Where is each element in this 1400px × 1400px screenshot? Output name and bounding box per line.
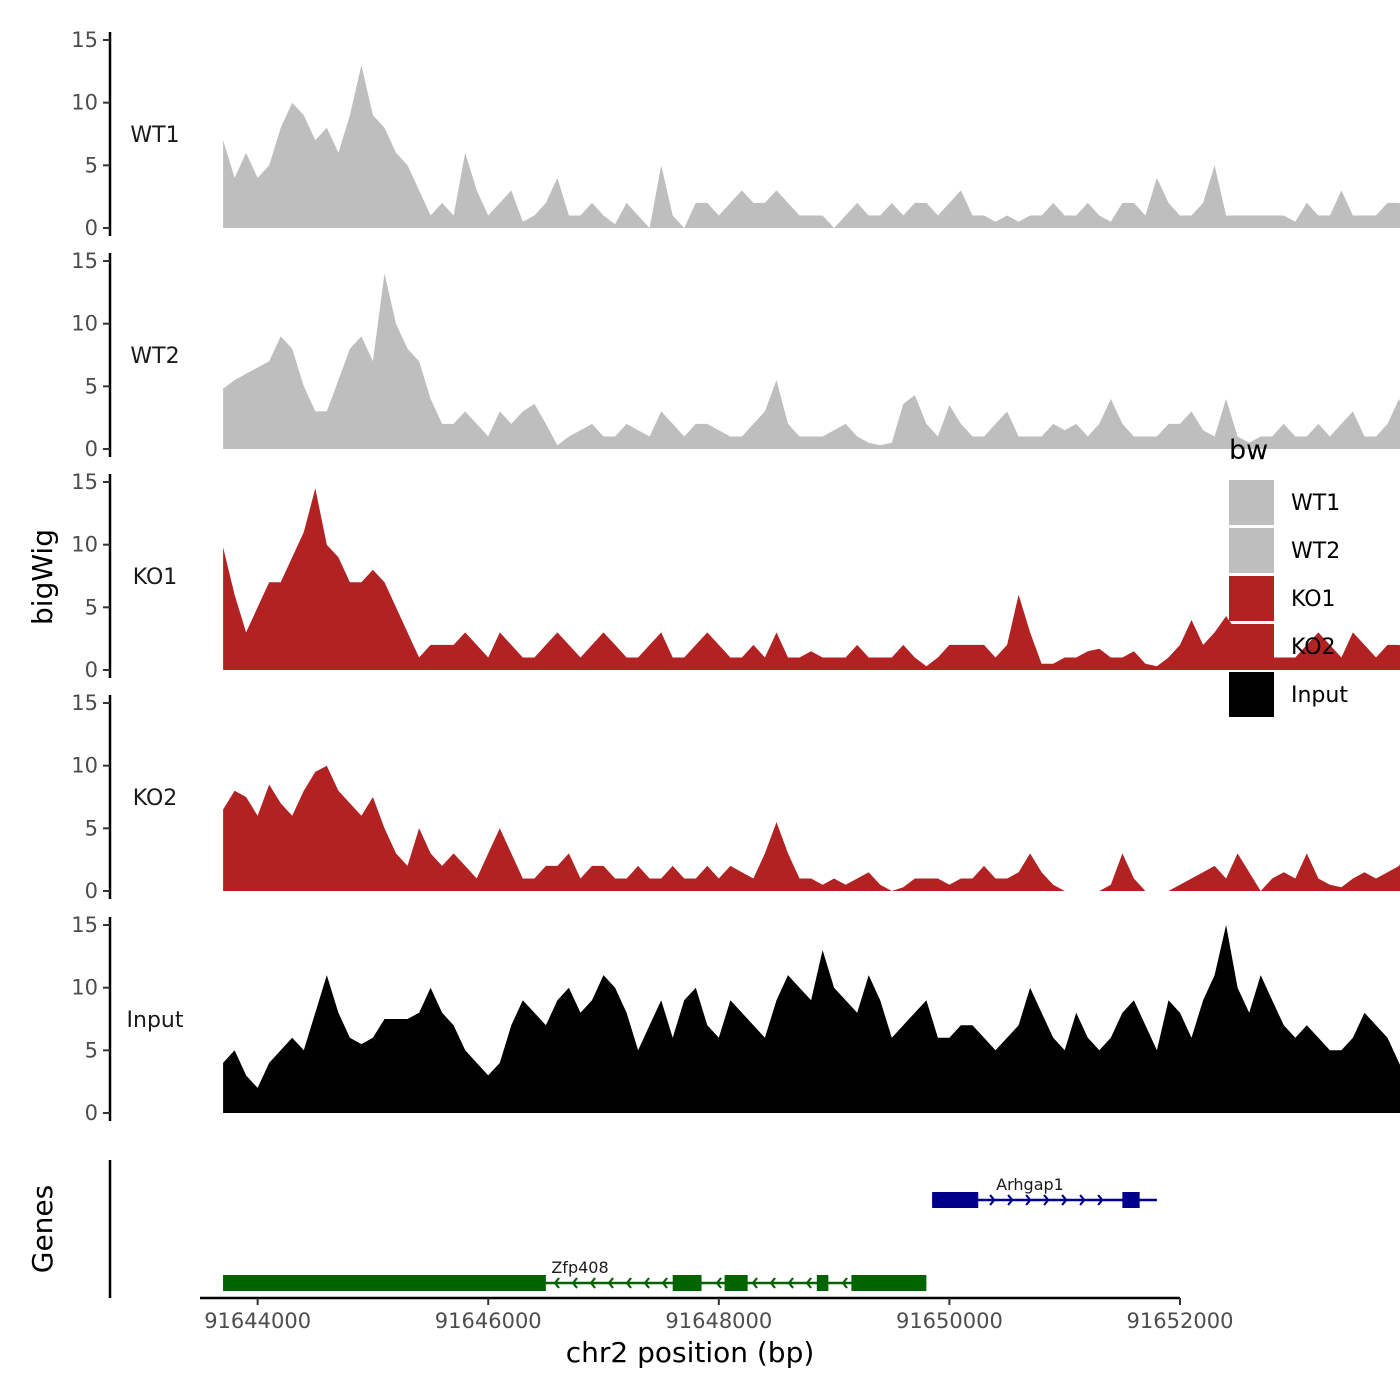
x-tick-label: 91648000 <box>665 1309 772 1333</box>
legend-label: WT1 <box>1291 491 1340 516</box>
track-label: WT1 <box>130 123 179 148</box>
y-tick-label: 10 <box>71 91 98 115</box>
y-tick-label: 10 <box>71 976 98 1000</box>
genes-panel-title: Genes <box>26 1185 59 1273</box>
gene-arhgap1: Arhgap1 <box>932 1175 1157 1208</box>
strand-arrow-icon <box>769 1277 776 1289</box>
x-tick-label: 91652000 <box>1127 1309 1234 1333</box>
y-tick-label: 10 <box>71 533 98 557</box>
strand-arrow-icon <box>589 1277 596 1289</box>
legend-item-wt2: WT2 <box>1229 528 1340 573</box>
track-area-input <box>223 925 1400 1113</box>
y-tick-label: 0 <box>85 658 98 682</box>
strand-arrow-icon <box>643 1277 650 1289</box>
legend-item-ko1: KO1 <box>1229 576 1336 621</box>
y-tick-label: 0 <box>85 879 98 903</box>
y-tick-label: 15 <box>71 913 98 937</box>
y-tick-label: 0 <box>85 437 98 461</box>
strand-arrow-icon <box>1079 1194 1086 1206</box>
legend-item-ko2: KO2 <box>1229 624 1336 669</box>
y-tick-label: 5 <box>85 1038 98 1062</box>
legend-item-input: Input <box>1229 672 1348 717</box>
legend-swatch <box>1229 480 1274 525</box>
strand-arrow-icon <box>571 1277 578 1289</box>
y-axis-title: bigWig <box>26 529 59 625</box>
strand-arrow-icon <box>553 1277 560 1289</box>
track-input: 0 5 10 15 Input <box>71 913 1400 1125</box>
strand-arrow-icon <box>805 1277 812 1289</box>
gene-exon <box>1122 1192 1140 1208</box>
legend-label: Input <box>1291 683 1348 708</box>
strand-arrow-icon <box>989 1194 996 1206</box>
gene-exon <box>724 1275 748 1291</box>
track-label: KO1 <box>133 565 178 590</box>
y-tick-label: 15 <box>71 691 98 715</box>
strand-arrow-icon <box>787 1277 794 1289</box>
legend-label: WT2 <box>1291 539 1340 564</box>
x-tick-label: 91650000 <box>896 1309 1003 1333</box>
y-tick-label: 5 <box>85 595 98 619</box>
track-wt1: 0 5 10 15 WT1 <box>71 28 1400 240</box>
x-axis: 91644000 91646000 91648000 91650000 91652000 <box>200 1296 1234 1333</box>
track-area-wt1 <box>223 65 1400 228</box>
track-wt2: 0 5 10 15 WT2 <box>71 249 1400 461</box>
strand-arrow-icon <box>1097 1194 1104 1206</box>
legend: bw WT1 WT2 KO1 KO2 Input <box>1229 435 1348 717</box>
y-tick-label: 5 <box>85 153 98 177</box>
legend-swatch <box>1229 528 1274 573</box>
y-tick-label: 15 <box>71 470 98 494</box>
track-label: Input <box>127 1008 184 1033</box>
gene-label: Arhgap1 <box>996 1175 1064 1194</box>
track-label: KO2 <box>133 786 178 811</box>
track-ko1: 0 5 10 15 KO1 <box>71 470 1400 682</box>
legend-items: WT1 WT2 KO1 KO2 Input <box>1229 480 1348 717</box>
strand-arrow-icon <box>625 1277 632 1289</box>
y-tick-label: 10 <box>71 312 98 336</box>
legend-swatch <box>1229 672 1274 717</box>
gene-exon <box>851 1275 927 1291</box>
strand-arrow-icon <box>607 1277 614 1289</box>
gene-exon <box>223 1275 546 1291</box>
x-axis-title: chr2 position (bp) <box>566 1336 815 1369</box>
strand-arrow-icon <box>1061 1194 1068 1206</box>
track-label: WT2 <box>130 344 179 369</box>
gene-exon <box>816 1275 829 1291</box>
gene-label: Zfp408 <box>551 1258 608 1277</box>
strand-arrow-icon <box>1025 1194 1032 1206</box>
legend-item-wt1: WT1 <box>1229 480 1340 525</box>
strand-arrow-icon <box>841 1277 848 1289</box>
legend-swatch <box>1229 624 1274 669</box>
y-tick-label: 10 <box>71 754 98 778</box>
track-ko2: 0 5 10 15 KO2 <box>71 691 1400 903</box>
tracks-layer: 0 5 10 15 WT1 0 5 10 15 WT2 0 5 10 15 KO1 0 5 10 15 KO2 0 5 10… <box>71 28 1400 1125</box>
strand-arrow-icon <box>751 1277 758 1289</box>
legend-title: bw <box>1229 435 1268 466</box>
strand-arrow-icon <box>1043 1194 1050 1206</box>
y-tick-label: 15 <box>71 28 98 52</box>
genes-layer: Arhgap1 Zfp408 <box>108 1160 1157 1298</box>
x-tick-label: 91644000 <box>204 1309 311 1333</box>
legend-swatch <box>1229 576 1274 621</box>
track-area-wt2 <box>223 273 1400 449</box>
y-tick-label: 5 <box>85 374 98 398</box>
x-tick-label: 91646000 <box>435 1309 542 1333</box>
strand-arrow-icon <box>715 1277 722 1289</box>
legend-label: KO2 <box>1291 635 1336 660</box>
strand-arrow-icon <box>1007 1194 1014 1206</box>
gene-exon <box>672 1275 702 1291</box>
track-area-ko2 <box>223 765 1400 891</box>
y-tick-label: 5 <box>85 816 98 840</box>
y-tick-label: 15 <box>71 249 98 273</box>
legend-label: KO1 <box>1291 587 1336 612</box>
gene-exon <box>932 1192 979 1208</box>
gene-zfp408: Zfp408 <box>223 1258 927 1291</box>
y-tick-label: 0 <box>85 216 98 240</box>
track-area-ko1 <box>223 488 1400 670</box>
strand-arrow-icon <box>661 1277 668 1289</box>
y-tick-label: 0 <box>85 1101 98 1125</box>
